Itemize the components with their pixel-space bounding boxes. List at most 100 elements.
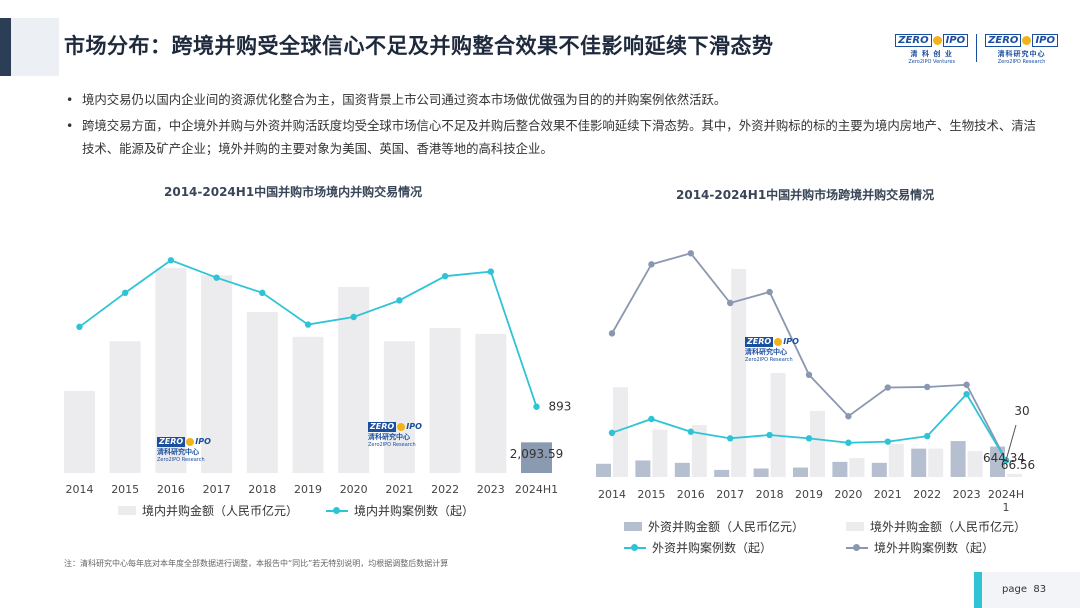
x-tick-label: 2015: [111, 483, 139, 496]
header-accent-block: [11, 18, 59, 76]
wm-mark-left: ZERO: [745, 337, 774, 347]
foreign-investment-amount-bar: [753, 468, 769, 477]
domestic-amount-bar: [383, 341, 415, 473]
domestic-count-point: [487, 268, 494, 275]
legend-domestic: 境内并购金额（人民币亿元） 境内并购案例数（起）: [118, 502, 474, 519]
foreign-investment-count-point: [963, 390, 970, 398]
legend-label: 境外并购金额（人民币亿元）: [870, 520, 1027, 534]
x-tick-label: 2024H: [988, 488, 1024, 501]
outbound-amount-bar: [928, 448, 944, 477]
domestic-amount-bar: [64, 391, 95, 473]
wm-cn: 清科研究中心: [745, 348, 787, 356]
x-tick-label: 2022: [431, 483, 459, 496]
wm-mark-left: ZERO: [157, 437, 186, 447]
outbound-count-point: [766, 288, 773, 296]
x-tick-label: 2024H1: [515, 483, 558, 496]
domestic-amount-bar: [109, 341, 141, 473]
legend-label: 境外并购案例数（起）: [874, 541, 995, 555]
legend-item: 外资并购案例数（起）: [624, 539, 824, 556]
domestic-count-point: [76, 323, 83, 331]
legend-label: 外资并购案例数（起）: [652, 541, 773, 555]
x-tick-label: 2019: [795, 488, 823, 501]
outbound-amount-bar: [731, 269, 747, 477]
domestic-count-point: [350, 313, 357, 321]
domestic-count-point: [304, 321, 312, 328]
domestic-count-point: [259, 289, 266, 297]
foreign-investment-count-point: [687, 428, 694, 435]
legend-item: 境外并购案例数（起）: [846, 539, 994, 556]
data-label-line-last: 30: [1014, 404, 1029, 418]
chart-title-crossborder: 2014-2024H1中国并购市场跨境并购交易情况: [676, 188, 935, 202]
data-label-line-last: 893: [549, 400, 572, 414]
domestic-amount-bar: [201, 275, 233, 473]
legend-swatch-line: [326, 506, 349, 516]
outbound-count-point: [727, 299, 734, 307]
legend-item: 外资并购金额（人民币亿元）: [624, 518, 824, 535]
outbound-amount-bar: [967, 451, 983, 477]
legend-label: 境内并购案例数（起）: [354, 504, 475, 518]
outbound-count-point: [963, 381, 970, 388]
foreign-investment-amount-bar: [596, 463, 611, 477]
foreign-investment-count-point: [924, 432, 931, 440]
outbound-count-point: [687, 250, 694, 257]
x-tick-label: 2014: [66, 483, 94, 496]
page-number-box: page 83: [974, 572, 1080, 608]
x-tick-label: 2020: [834, 488, 862, 501]
crossborder-ma-chart: 2014 2015 2016 2017 2018 2019 2020 2021 2022 2023…: [596, 250, 1035, 514]
wm-en: Zero2IPO Research: [157, 457, 205, 463]
data-label-bar-last: 2,093.59: [510, 447, 563, 461]
outbound-count-line: [611, 252, 1007, 461]
legend-swatch-bar: [624, 522, 642, 531]
wm-mark-right: IPO: [406, 422, 422, 431]
foreign-investment-count-point: [805, 435, 813, 442]
x-tick-label: 2021: [874, 488, 902, 501]
chart-title-domestic: 2014-2024H1中国并购市场境内并购交易情况: [164, 185, 423, 199]
wm-cn: 清科研究中心: [157, 448, 199, 456]
outbound-amount-bar: [888, 443, 904, 477]
x-tick-label: 2023: [477, 483, 505, 496]
wm-dot-icon: [774, 338, 783, 346]
wm-cn: 清科研究中心: [368, 433, 410, 441]
domestic-count-point: [213, 274, 220, 281]
wm-dot-icon: [397, 423, 406, 431]
foreign-investment-amount-bar: [635, 460, 651, 477]
foreign-investment-count-point: [727, 435, 734, 442]
foreign-investment-count-line: [611, 392, 1007, 461]
header-accent-bar: [0, 18, 11, 76]
wm-mark-left: ZERO: [368, 422, 397, 432]
bullet-marker: •: [66, 118, 74, 133]
page-label: page: [1002, 584, 1027, 595]
domestic-amount-bar: [475, 333, 507, 473]
domestic-amount-bar: [246, 311, 278, 473]
bullet-text: 跨境交易方面，中企境外并购与外资并购活跃度均受全球市场信心不足及并购后整合效果不…: [82, 118, 1037, 156]
domestic-count-point: [441, 272, 449, 280]
logo-mark-left: ZERO: [895, 34, 932, 47]
x-tick-label: 2015: [637, 488, 665, 501]
logos: ZERO IPO 清 科 创 业 Zero2IPO Ventures ZERO …: [895, 34, 1058, 65]
outbound-amount-bar: [691, 425, 707, 477]
logo-mark-left: ZERO: [985, 34, 1022, 47]
outbound-amount-bar: [613, 387, 628, 477]
wm-mark-right: IPO: [195, 437, 211, 446]
outbound-count-point: [608, 330, 616, 337]
x-tick-label: 2019: [294, 483, 322, 496]
legend-label: 外资并购金额（人民币亿元）: [648, 520, 805, 534]
wm-en: Zero2IPO Research: [368, 442, 416, 448]
outbound-count-point: [845, 413, 852, 420]
x-tick-label: 2022: [913, 488, 941, 501]
zero2ipo-research-logo: ZERO IPO 清科研究中心 Zero2IPO Research: [985, 34, 1058, 65]
bullet-item: • 境内交易仍以国内企业间的资源优化整合为主，国资背景上市公司通过资本市场做优做…: [64, 88, 1044, 111]
domestic-count-point: [167, 257, 175, 264]
domestic-ma-chart: 2014 2015 2016 2017 2018 2019 2020 2021 2022 2023…: [64, 257, 571, 496]
outbound-count-point: [805, 371, 813, 379]
logo-dot-icon: [1022, 36, 1032, 45]
foreign-investment-count-point: [648, 415, 655, 423]
x-tick-label: 2018: [756, 488, 784, 501]
logo-divider: [976, 34, 978, 62]
x-tick-label: 2017: [203, 483, 231, 496]
watermark-logo: ZERO IPO 清科研究中心 Zero2IPO Research: [745, 337, 799, 363]
outbound-count-point: [884, 384, 891, 391]
watermark-logo: ZERO IPO 清科研究中心 Zero2IPO Research: [368, 422, 422, 448]
page-number: page 83: [1002, 584, 1046, 595]
outbound-amount-bar: [770, 373, 786, 477]
